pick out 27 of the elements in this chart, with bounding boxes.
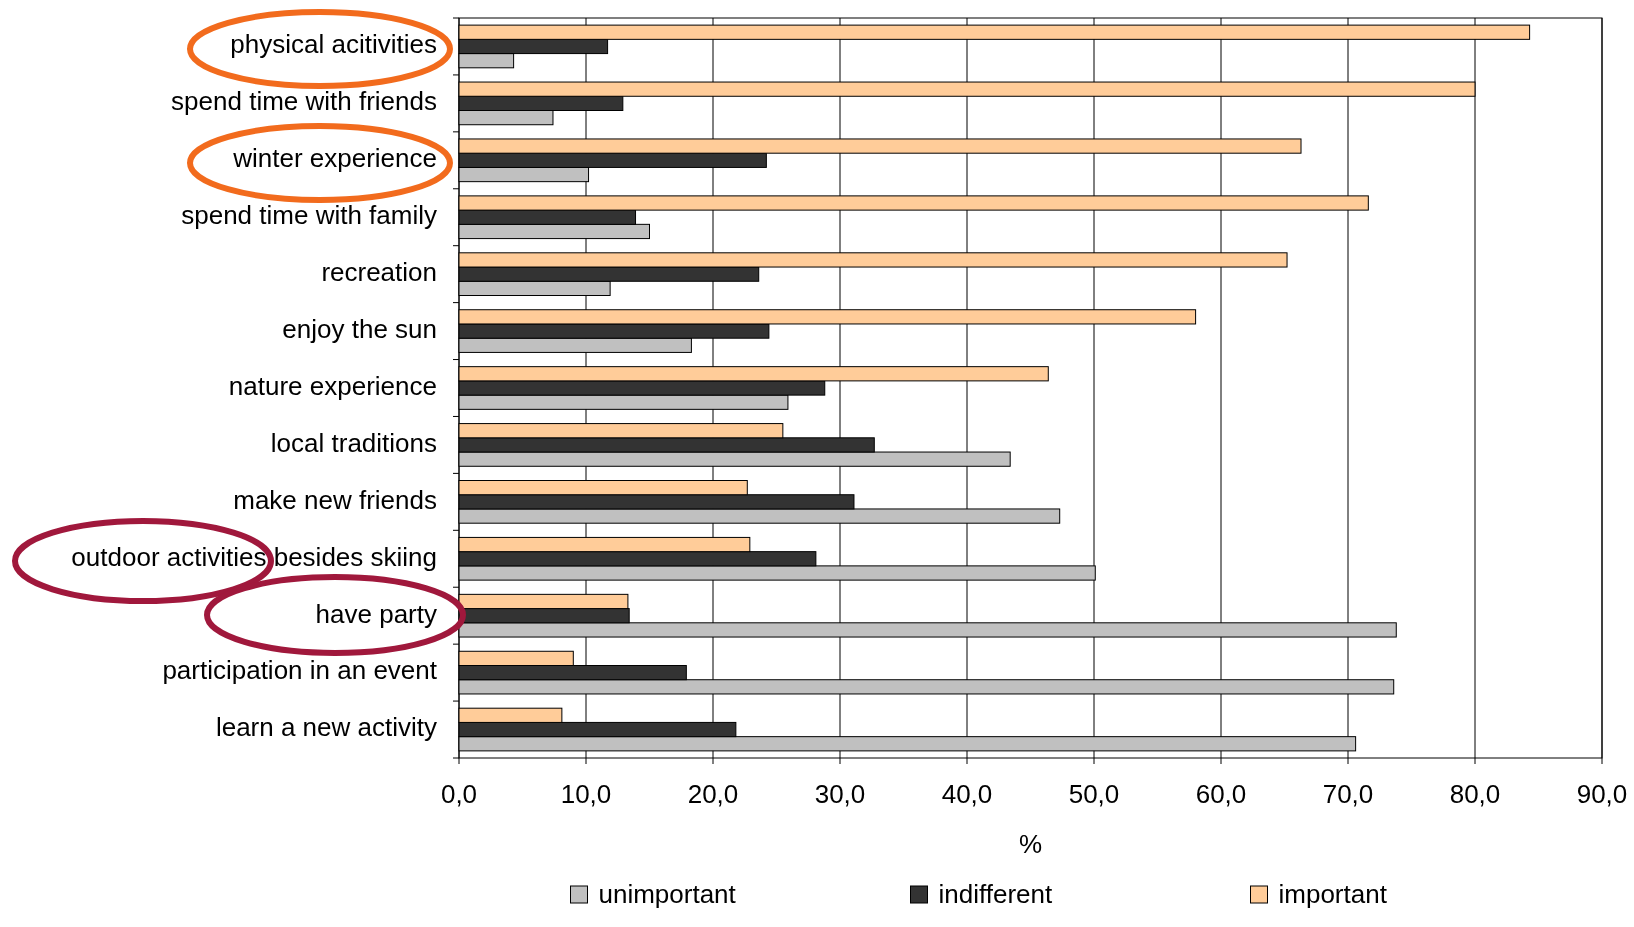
y-tick-label: recreation bbox=[321, 257, 437, 288]
y-tick-label: make new friends bbox=[233, 484, 437, 515]
x-tick-label: 30,0 bbox=[814, 779, 866, 809]
y-tick-label: have party bbox=[315, 598, 437, 629]
legend-label: unimportant bbox=[598, 879, 737, 909]
legend-label: important bbox=[1278, 879, 1388, 909]
x-tick-label: 50,0 bbox=[1068, 779, 1120, 809]
x-tick-label: 80,0 bbox=[1449, 779, 1501, 809]
y-tick-label: learn a new activity bbox=[215, 712, 437, 743]
y-tick-label: nature experience bbox=[228, 370, 437, 401]
x-tick-label: 10,0 bbox=[560, 779, 612, 809]
x-tick-label: 90,0 bbox=[1576, 779, 1628, 809]
x-tick-label: 40,0 bbox=[941, 779, 993, 809]
y-tick-label: physical acitivities bbox=[230, 29, 437, 60]
y-tick-label: participation in an event bbox=[162, 655, 438, 686]
x-tick-label: 70,0 bbox=[1322, 779, 1374, 809]
y-tick-label: outdoor activities besides skiing bbox=[71, 541, 437, 572]
x-tick-label: 0,0 bbox=[440, 779, 478, 809]
legend-label: indifferent bbox=[938, 879, 1053, 909]
y-tick-label: spend time with family bbox=[181, 200, 437, 231]
y-tick-label: spend time with friends bbox=[171, 86, 437, 117]
x-tick-label: 60,0 bbox=[1195, 779, 1247, 809]
x-axis-title: % bbox=[1018, 829, 1043, 859]
y-tick-label: enjoy the sun bbox=[282, 313, 437, 344]
y-tick-label: local traditions bbox=[270, 427, 437, 458]
y-tick-label: winter experience bbox=[232, 143, 437, 174]
x-tick-label: 20,0 bbox=[687, 779, 739, 809]
